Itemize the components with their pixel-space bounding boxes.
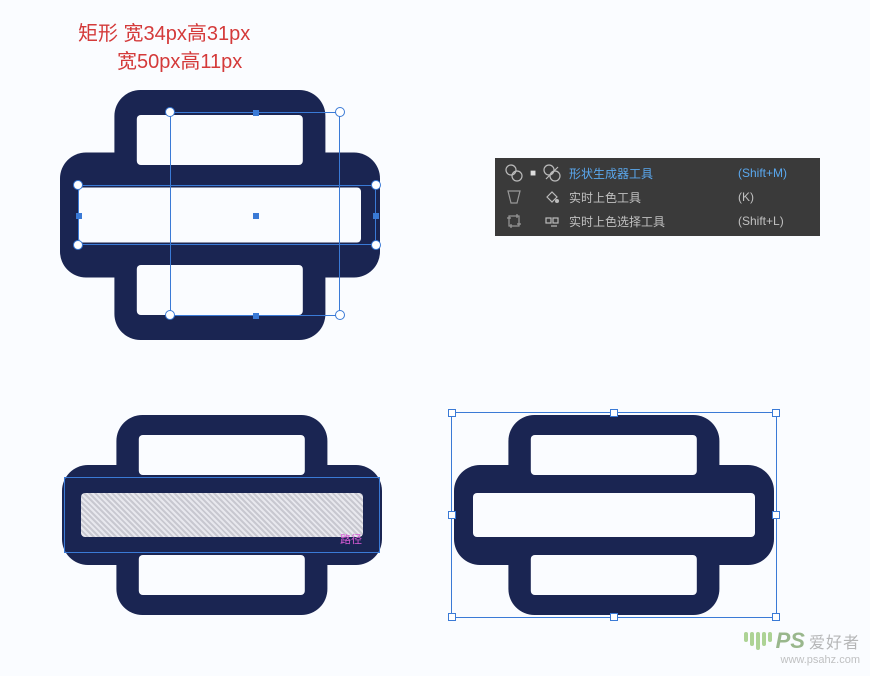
resize-handle[interactable] bbox=[772, 511, 780, 519]
annotation-rect2: 宽50px高11px bbox=[117, 48, 242, 76]
tool-flyout-panel: ■ 形状生成器工具 (Shift+M) 实时上色工具 (K) 实时上色选择工具 … bbox=[495, 158, 820, 236]
resize-handle[interactable] bbox=[772, 613, 780, 621]
tool-shortcut: (K) bbox=[738, 190, 814, 204]
resize-handle[interactable] bbox=[448, 409, 456, 417]
anchor-point[interactable] bbox=[371, 180, 381, 190]
center-point bbox=[253, 213, 259, 219]
active-dot-icon: ■ bbox=[527, 168, 539, 179]
resize-handle[interactable] bbox=[610, 613, 618, 621]
tool-label: 实时上色工具 bbox=[565, 189, 738, 206]
edge-handle[interactable] bbox=[373, 213, 379, 219]
tool-label: 形状生成器工具 bbox=[565, 165, 738, 182]
watermark-cn: 爱好者 bbox=[809, 629, 860, 653]
live-paint-select-icon bbox=[539, 212, 565, 230]
anchor-point[interactable] bbox=[165, 107, 175, 117]
watermark-url: www.psahz.com bbox=[744, 654, 860, 666]
tool-label: 实时上色选择工具 bbox=[565, 213, 738, 230]
edge-handle[interactable] bbox=[76, 213, 82, 219]
anchor-point[interactable] bbox=[165, 310, 175, 320]
resize-handle[interactable] bbox=[610, 409, 618, 417]
watermark: PS 爱好者 www.psahz.com bbox=[744, 628, 860, 666]
shape-bottom-right bbox=[454, 415, 774, 615]
edge-handle[interactable] bbox=[253, 313, 259, 319]
shape-builder-group-icon bbox=[501, 164, 527, 182]
anchor-point[interactable] bbox=[73, 180, 83, 190]
annotation-rect1: 矩形 宽34px高31px bbox=[78, 20, 250, 48]
anchor-point[interactable] bbox=[73, 240, 83, 250]
shape-bottom-left: 路径 bbox=[62, 415, 382, 615]
live-paint-bucket-icon bbox=[539, 188, 565, 206]
shape-builder-icon bbox=[539, 164, 565, 182]
resize-handle[interactable] bbox=[448, 511, 456, 519]
tool-row-shape-builder[interactable]: ■ 形状生成器工具 (Shift+M) bbox=[495, 161, 820, 185]
shape-top-left bbox=[60, 90, 390, 350]
anchor-point[interactable] bbox=[371, 240, 381, 250]
guide-box-horizontal bbox=[78, 185, 376, 245]
crop-tool-icon bbox=[501, 212, 527, 230]
path-label: 路径 bbox=[340, 531, 362, 547]
tool-row-live-paint-select[interactable]: 实时上色选择工具 (Shift+L) bbox=[495, 209, 820, 233]
watermark-brand: PS bbox=[776, 628, 805, 654]
resize-handle[interactable] bbox=[772, 409, 780, 417]
tool-shortcut: (Shift+L) bbox=[738, 214, 814, 228]
perspective-icon bbox=[501, 188, 527, 206]
tool-shortcut: (Shift+M) bbox=[738, 166, 814, 180]
selection-bbox bbox=[64, 477, 380, 553]
watermark-bars-icon bbox=[744, 632, 772, 650]
edge-handle[interactable] bbox=[253, 110, 259, 116]
anchor-point[interactable] bbox=[335, 107, 345, 117]
anchor-point[interactable] bbox=[335, 310, 345, 320]
resize-handle[interactable] bbox=[448, 613, 456, 621]
tool-row-live-paint[interactable]: 实时上色工具 (K) bbox=[495, 185, 820, 209]
selection-bbox bbox=[451, 412, 777, 618]
